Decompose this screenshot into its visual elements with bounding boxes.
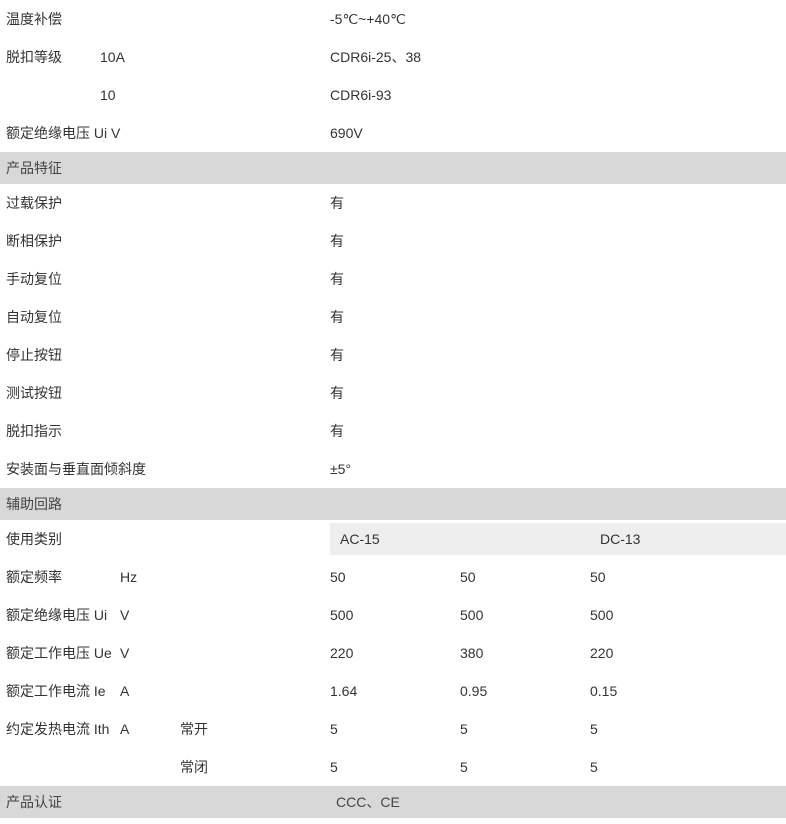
sub: 常开: [180, 719, 240, 739]
feature-row: 断相保护有: [0, 222, 786, 260]
v3: 500: [590, 607, 786, 623]
unit: A: [120, 721, 180, 737]
label: 脱扣等级: [0, 47, 100, 67]
v3: 5: [590, 759, 786, 775]
v3: 5: [590, 721, 786, 737]
label: 自动复位: [0, 307, 330, 327]
v2: 500: [460, 607, 590, 623]
value: 有: [330, 307, 786, 327]
spec-table: 温度补偿 -5℃~+40℃ 脱扣等级 10A CDR6i-25、38 10 CD…: [0, 0, 786, 818]
feature-row: 过载保护有: [0, 184, 786, 222]
value: 有: [330, 383, 786, 403]
v3: 220: [590, 645, 786, 661]
label: 额定绝缘电压 Ui: [0, 605, 120, 625]
unit: V: [120, 645, 180, 661]
aux-row: 额定绝缘电压 UiV500500500: [0, 596, 786, 634]
feature-row: 测试按钮有: [0, 374, 786, 412]
label: 安装面与垂直面倾斜度: [0, 459, 330, 479]
sub: 常闭: [180, 757, 240, 777]
value: 有: [330, 269, 786, 289]
label: 脱扣指示: [0, 421, 330, 441]
label: 约定发热电流 Ith: [0, 719, 120, 739]
value: 有: [330, 193, 786, 213]
aux-row: 额定频率 Hz505050: [0, 558, 786, 596]
v1: 1.64: [330, 683, 460, 699]
label: 停止按钮: [0, 345, 330, 365]
v1: 5: [330, 721, 460, 737]
label: 产品认证: [6, 792, 336, 812]
section-features: 产品特征: [0, 152, 786, 184]
sub: 10: [100, 87, 330, 103]
col-header-ac: AC-15: [330, 523, 590, 555]
label: 额定工作电流 Ie: [0, 681, 120, 701]
row-temp-comp: 温度补偿 -5℃~+40℃: [0, 0, 786, 38]
label: 额定频率: [0, 567, 120, 587]
label: 额定工作电压 Ue: [0, 643, 120, 663]
value: CDR6i-93: [330, 87, 786, 103]
aux-row: 常闭555: [0, 748, 786, 786]
label: 手动复位: [0, 269, 330, 289]
v1: 5: [330, 759, 460, 775]
col-header-dc: DC-13: [590, 523, 786, 555]
row-use-category: 使用类别 AC-15 DC-13: [0, 520, 786, 558]
label: 温度补偿: [0, 9, 100, 29]
section-title: 产品特征: [6, 158, 62, 178]
v1: 220: [330, 645, 460, 661]
unit: Hz: [120, 569, 180, 585]
feature-row: 安装面与垂直面倾斜度±5°: [0, 450, 786, 488]
value: 有: [330, 421, 786, 441]
label: 额定绝缘电压 Ui V: [0, 123, 330, 143]
v2: 380: [460, 645, 590, 661]
row-trip-class-a: 脱扣等级 10A CDR6i-25、38: [0, 38, 786, 76]
v3: 0.15: [590, 683, 786, 699]
value: ±5°: [330, 461, 786, 477]
v2: 0.95: [460, 683, 590, 699]
value: 690V: [330, 125, 786, 141]
feature-row: 自动复位有: [0, 298, 786, 336]
unit: A: [120, 683, 180, 699]
section-aux: 辅助回路: [0, 488, 786, 520]
v1: 500: [330, 607, 460, 623]
aux-row: 额定工作电压 UeV 220380220: [0, 634, 786, 672]
value: CCC、CE: [336, 792, 786, 812]
label: 断相保护: [0, 231, 330, 251]
v3: 50: [590, 569, 786, 585]
section-title: 辅助回路: [6, 494, 62, 514]
row-ui: 额定绝缘电压 Ui V 690V: [0, 114, 786, 152]
value: -5℃~+40℃: [330, 11, 786, 28]
v1: 50: [330, 569, 460, 585]
value: 有: [330, 345, 786, 365]
label: 过载保护: [0, 193, 330, 213]
feature-row: 手动复位有: [0, 260, 786, 298]
v2: 50: [460, 569, 590, 585]
row-cert: 产品认证 CCC、CE: [0, 786, 786, 818]
value: 有: [330, 231, 786, 251]
label: 使用类别: [0, 529, 330, 549]
aux-row: 额定工作电流 IeA 1.640.950.15: [0, 672, 786, 710]
v2: 5: [460, 721, 590, 737]
feature-row: 停止按钮有: [0, 336, 786, 374]
sub: 10A: [100, 49, 330, 65]
v2: 5: [460, 759, 590, 775]
label: 测试按钮: [0, 383, 330, 403]
feature-row: 脱扣指示有: [0, 412, 786, 450]
unit: V: [120, 607, 180, 623]
row-trip-class-b: 10 CDR6i-93: [0, 76, 786, 114]
value: CDR6i-25、38: [330, 47, 786, 67]
aux-row: 约定发热电流 IthA常开555: [0, 710, 786, 748]
